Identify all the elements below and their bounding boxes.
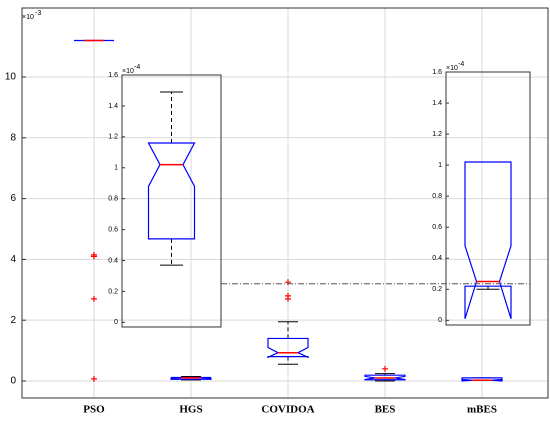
inset-frame bbox=[445, 71, 531, 326]
box bbox=[364, 374, 406, 381]
box bbox=[461, 377, 503, 382]
inset-tick-label: 1 bbox=[114, 165, 118, 172]
inset-tick-label: 1.6 bbox=[108, 72, 118, 79]
inset-tick-label: 1.2 bbox=[432, 131, 442, 138]
plot-frame bbox=[21, 7, 549, 399]
multiplier-base: ×10 bbox=[22, 14, 34, 21]
inset-tick-label: 0 bbox=[438, 317, 442, 324]
y-tick-label: 10 bbox=[5, 72, 17, 83]
x-tick-label: BES bbox=[375, 404, 396, 416]
inset-tick-label: 0.8 bbox=[108, 196, 118, 203]
outlier bbox=[285, 295, 291, 302]
inset-multiplier-exponent: -4 bbox=[134, 64, 140, 71]
inset-tick-label: 1.2 bbox=[108, 134, 118, 141]
y-tick-label: 8 bbox=[10, 132, 16, 143]
inset-tick-label: 0.2 bbox=[108, 288, 118, 295]
outlier bbox=[91, 253, 97, 260]
y-tick-label: 4 bbox=[10, 254, 16, 265]
y-tick-label: 6 bbox=[10, 193, 16, 204]
y-tick-label: 0 bbox=[10, 376, 16, 387]
outlier bbox=[91, 295, 97, 302]
box bbox=[267, 337, 309, 359]
inset-tick-label: 0.6 bbox=[432, 224, 442, 231]
inset-tick-label: 1 bbox=[438, 162, 442, 169]
x-tick-label: COVIDOA bbox=[261, 404, 314, 416]
inset-tick-label: 0.8 bbox=[432, 193, 442, 200]
inset-multiplier-exponent: -4 bbox=[458, 61, 464, 68]
x-tick-label: PSO bbox=[83, 404, 105, 416]
box bbox=[147, 142, 196, 240]
inset-tick-label: 1.6 bbox=[432, 69, 442, 76]
inset-tick-label: 1.4 bbox=[108, 103, 118, 110]
inset-tick-label: 1.4 bbox=[432, 100, 442, 107]
x-tick-label: HGS bbox=[179, 404, 202, 416]
inset-multiplier-base: ×10 bbox=[446, 65, 458, 72]
outlier bbox=[382, 365, 388, 372]
inset-tick-label: 0.6 bbox=[108, 226, 118, 233]
x-tick-label: mBES bbox=[467, 404, 497, 416]
box bbox=[464, 161, 512, 319]
inset-tick-label: 0.2 bbox=[432, 286, 442, 293]
multiplier-exponent: -3 bbox=[35, 10, 41, 17]
inset-tick-label: 0.4 bbox=[432, 255, 442, 262]
y-tick-label: 2 bbox=[10, 315, 16, 326]
inset-multiplier-base: ×10 bbox=[122, 68, 134, 75]
outlier bbox=[91, 375, 97, 382]
box bbox=[170, 376, 212, 380]
inset-tick-label: 0.4 bbox=[108, 257, 118, 264]
inset-tick-label: 0 bbox=[114, 319, 118, 326]
inset-frame bbox=[121, 74, 222, 328]
